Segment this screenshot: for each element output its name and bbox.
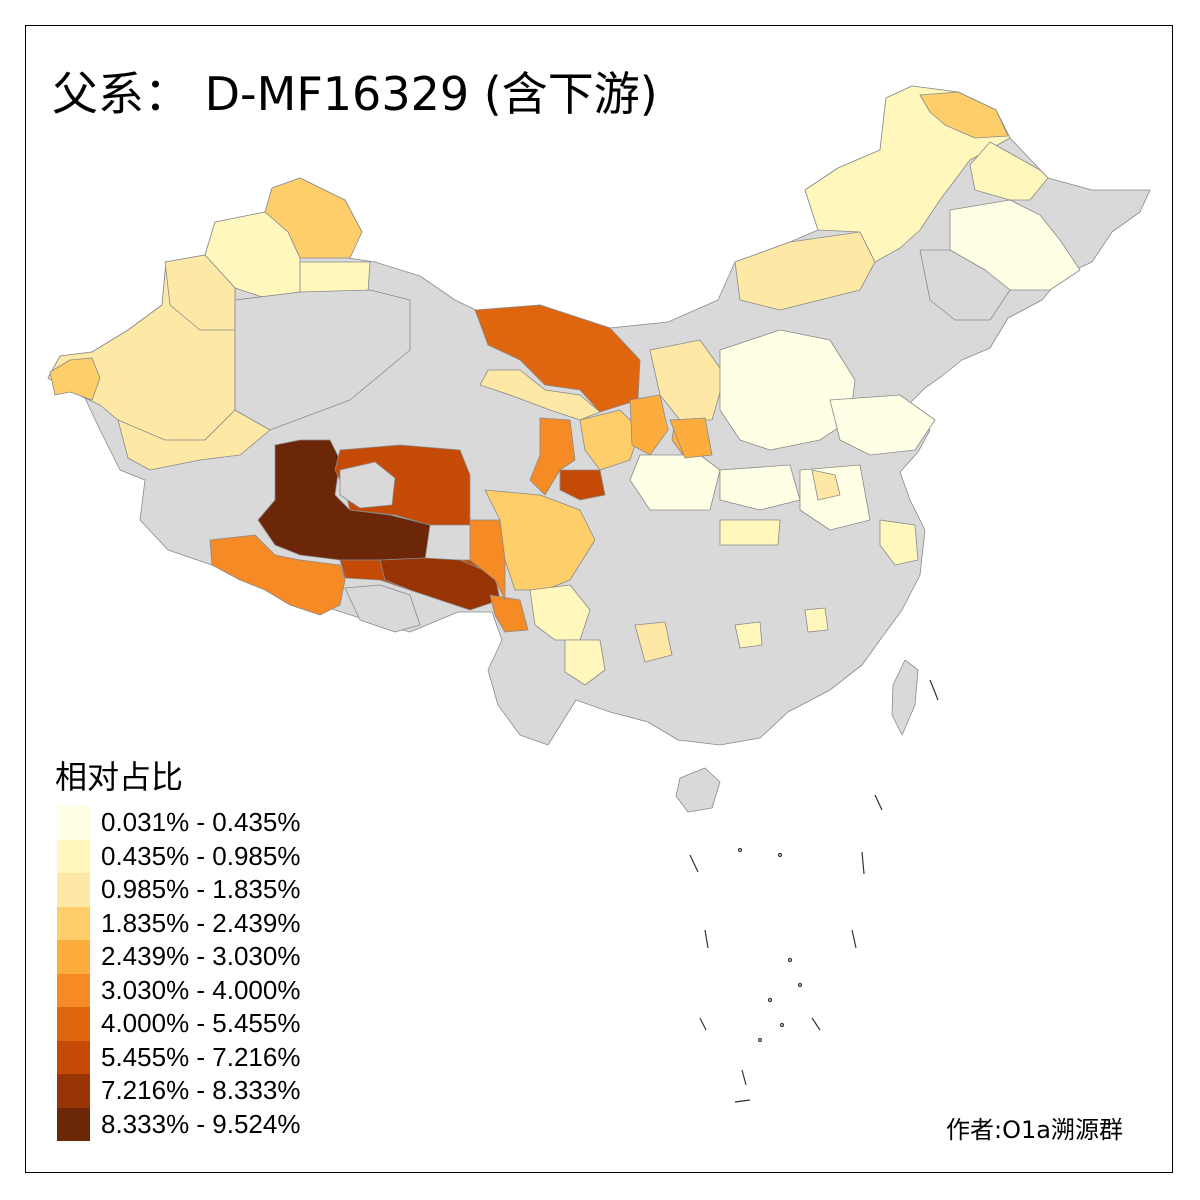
legend-swatch [57, 1074, 90, 1108]
legend-label: 3.030% - 4.000% [101, 974, 301, 1005]
legend-item: 8.333% - 9.524% [57, 1107, 301, 1141]
legend-label: 0.985% - 1.835% [101, 874, 301, 905]
author-credit: 作者:O1a溯源群 [946, 1116, 1123, 1144]
map-title: 父系： D-MF16329 (含下游) [52, 67, 658, 121]
legend-swatch [57, 973, 90, 1007]
region-hunan-spot [734, 621, 763, 649]
legend-swatch [57, 940, 90, 974]
region-nyingchi [489, 594, 529, 633]
legend-swatch [57, 873, 90, 907]
region-jiangsu-spot [811, 469, 841, 501]
region-shaanxi-north [649, 339, 726, 421]
region-north-xinjiang [204, 211, 301, 299]
region-heilongjiang-north [969, 141, 1049, 201]
south-china-sea-islands [689, 679, 939, 1103]
region-xinjiang-southwest [117, 409, 271, 471]
region-zhejiang-pale [879, 519, 919, 566]
region-shandong [829, 394, 936, 456]
legend-item: 7.216% - 8.333% [57, 1074, 300, 1108]
region-henan-orange [669, 417, 713, 459]
region-north-china-pale [719, 329, 856, 451]
region-inner-mongolia-central [734, 231, 876, 311]
legend-item: 0.985% - 1.835% [57, 873, 300, 907]
legend-item: 5.455% - 7.216% [57, 1040, 301, 1074]
legend-label: 7.216% - 8.333% [101, 1075, 301, 1106]
map-frame [25, 25, 1173, 1173]
region-chamdo [379, 557, 501, 611]
region-hubei-spot [804, 607, 829, 633]
legend-item: 3.030% - 4.000% [57, 973, 301, 1007]
legend-label: 4.000% - 5.455% [101, 1008, 301, 1039]
legend: 0.031% - 0.435% 0.435% - 0.985% 0.985% - 1… [57, 806, 300, 1141]
legend-swatch [57, 1040, 90, 1074]
legend-label: 0.031% - 0.435% [101, 807, 301, 838]
legend-label: 8.333% - 9.524% [101, 1108, 301, 1139]
legend-item: 2.439% - 3.030% [57, 940, 300, 974]
legend-item: 4.000% - 5.455% [57, 1007, 300, 1041]
region-ningxia [629, 394, 669, 456]
region-xinjiang-grey-hole [234, 289, 411, 431]
region-hubei-pale [719, 519, 781, 546]
region-tibet-grey [344, 584, 421, 633]
region-yunnan-pale [564, 639, 606, 686]
legend-swatch [57, 1107, 90, 1141]
legend-label: 0.435% - 0.985% [101, 840, 301, 871]
legend-swatch [57, 1007, 90, 1041]
legend-swatch [57, 839, 90, 873]
region-qinghai-west [257, 439, 431, 561]
region-gansu-hexi [479, 369, 601, 421]
region-taiwan [891, 659, 919, 736]
region-urumqi [299, 261, 371, 293]
legend-item: 1.835% - 2.439% [57, 906, 301, 940]
legend-item: 0.435% - 0.985% [57, 839, 301, 873]
region-aba [484, 489, 596, 591]
legend-swatch [57, 906, 90, 940]
legend-item: 0.031% - 0.435% [57, 806, 300, 840]
region-hulunbuir-orange [919, 91, 1009, 139]
legend-label: 1.835% - 2.439% [101, 907, 301, 938]
region-henan-pale [719, 464, 801, 511]
legend-swatch [57, 806, 90, 840]
region-hainan [675, 767, 721, 813]
region-qinghai-lake-hole [339, 461, 396, 509]
region-gansu-central [579, 409, 641, 471]
region-ngari [209, 534, 346, 616]
region-jilin-grey [919, 249, 1011, 321]
region-gannan [559, 469, 606, 501]
legend-label: 2.439% - 3.030% [101, 941, 301, 972]
legend-title: 相对占比 [55, 758, 184, 796]
legend-label: 5.455% - 7.216% [101, 1041, 301, 1072]
region-guizhou-spot [634, 621, 673, 663]
region-gansu-south [529, 417, 576, 496]
region-kashgar [49, 357, 101, 401]
